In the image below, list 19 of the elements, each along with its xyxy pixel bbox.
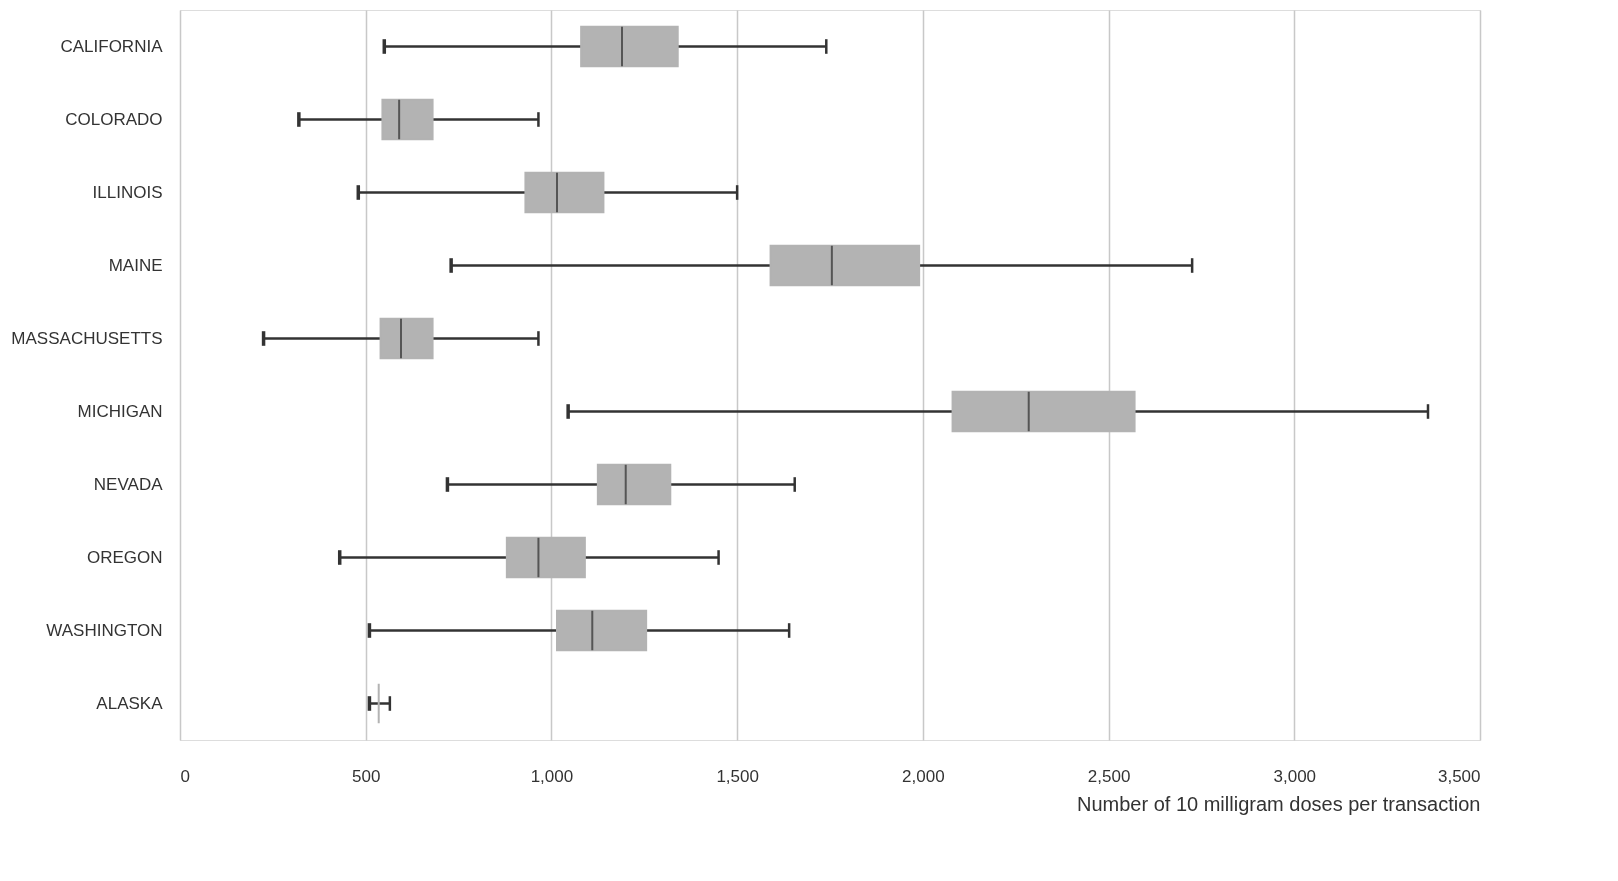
x-tick-label: 2,000 bbox=[902, 766, 945, 786]
x-tick-label: 3,000 bbox=[1273, 766, 1317, 786]
x-tick-label: 1,500 bbox=[716, 766, 759, 786]
x-tick-label: 2,500 bbox=[1087, 766, 1131, 786]
x-tick-label: 500 bbox=[352, 766, 381, 786]
y-tick-label: MASSACHUSETTS bbox=[11, 329, 163, 348]
y-tick-label: NEVADA bbox=[93, 475, 164, 494]
x-axis-title: Number of 10 milligram doses per transaction bbox=[1076, 792, 1481, 815]
y-tick-label: ILLINOIS bbox=[92, 183, 163, 202]
x-tick-label: 0 bbox=[180, 766, 190, 786]
y-tick-label: OREGON bbox=[86, 548, 163, 567]
y-tick-label: MICHIGAN bbox=[77, 402, 163, 421]
x-tick-label: 3,500 bbox=[1437, 766, 1481, 786]
y-tick-label: MAINE bbox=[108, 256, 163, 275]
x-tick-label: 1,000 bbox=[530, 766, 574, 786]
y-tick-label: COLORADO bbox=[65, 110, 163, 129]
y-tick-label: WASHINGTON bbox=[46, 621, 163, 640]
y-tick-label: CALIFORNIA bbox=[60, 37, 164, 56]
y-tick-label: ALASKA bbox=[96, 694, 164, 713]
